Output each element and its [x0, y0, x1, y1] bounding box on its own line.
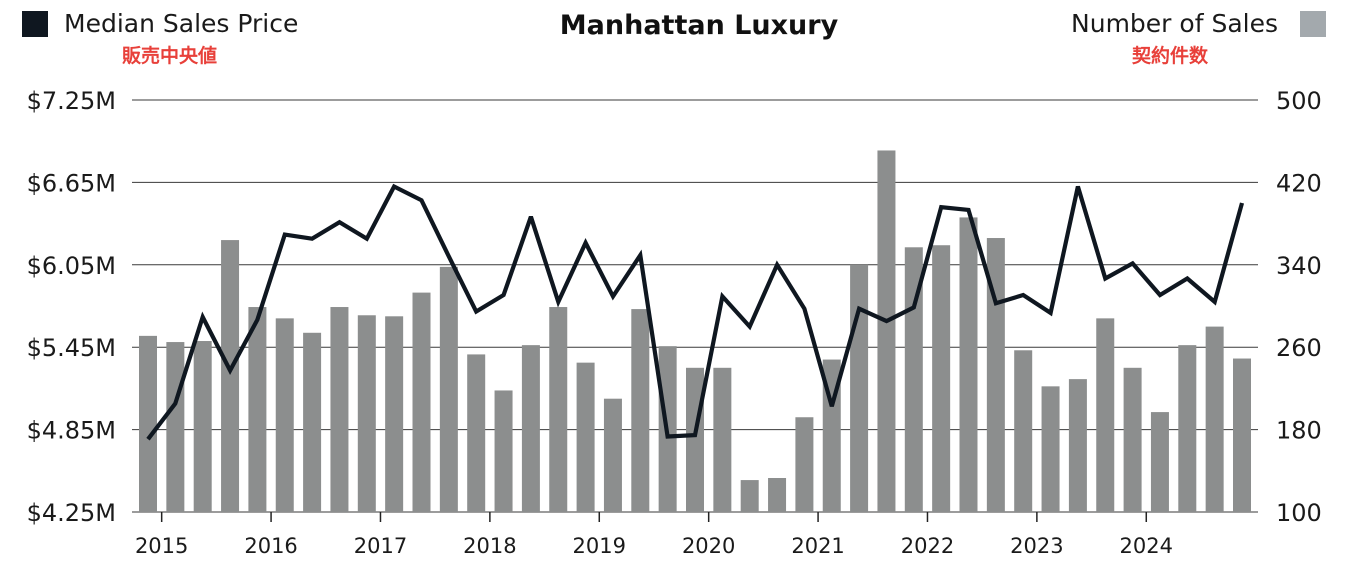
- sales-bar: [1205, 326, 1224, 512]
- left-axis-tick-label: $7.25M: [27, 87, 116, 115]
- sales-bar: [193, 341, 212, 512]
- sales-bar: [330, 307, 349, 512]
- sales-bar: [576, 362, 595, 512]
- x-axis-tick-label: 2022: [901, 534, 954, 558]
- x-axis-tick-label: 2015: [135, 534, 188, 558]
- sales-bar: [986, 238, 1005, 512]
- sales-bar: [959, 217, 978, 513]
- sales-bar: [166, 342, 185, 512]
- sales-bar: [740, 480, 759, 512]
- left-axis-tick-label: $6.05M: [27, 252, 116, 280]
- median-price-series: [146, 183, 1245, 441]
- sales-bar: [439, 266, 458, 512]
- sales-bar: [275, 318, 294, 512]
- sales-bar: [1096, 318, 1115, 512]
- sales-bar: [603, 398, 622, 512]
- x-axis-tick-label: 2020: [682, 534, 735, 558]
- sales-count-legend-label: Number of Sales: [1071, 9, 1278, 38]
- sales-bar: [303, 332, 322, 512]
- sales-bar: [521, 345, 540, 512]
- sales-bar: [467, 354, 486, 512]
- sales-bar: [1123, 367, 1142, 512]
- left-axis-ticks: $7.25M $6.65M $6.05M $5.45M $4.85M $4.25M: [27, 87, 116, 527]
- median-price-legend-swatch: [22, 11, 48, 37]
- median-price-legend-sublabel: 販売中央値: [122, 44, 217, 67]
- sales-bar: [139, 335, 157, 512]
- left-axis-tick-label: $6.65M: [27, 169, 116, 197]
- x-axis-tick-label: 2024: [1120, 534, 1173, 558]
- x-axis-tick-label: 2018: [463, 534, 516, 558]
- left-axis-tick-label: $4.25M: [27, 499, 116, 527]
- sales-bar: [850, 264, 869, 512]
- sales-bar: [768, 478, 787, 512]
- sales-bar: [494, 390, 513, 512]
- sales-bar: [904, 247, 923, 513]
- left-axis-tick-label: $4.85M: [27, 417, 116, 445]
- sales-bar: [1233, 358, 1251, 512]
- x-axis-tick-label: 2016: [244, 534, 297, 558]
- sales-bar: [357, 315, 376, 512]
- right-axis-tick-label: 260: [1276, 334, 1322, 362]
- sales-bar: [385, 316, 404, 512]
- sales-bar: [248, 307, 267, 512]
- sales-bar: [221, 240, 240, 512]
- right-axis-ticks: 500 420 340 260 180 100: [1276, 87, 1322, 527]
- x-axis-ticks: 2015 2016 2017 2018 2019 2020 2021 2022 2023 2024: [135, 512, 1173, 558]
- sales-bar: [412, 292, 431, 512]
- sales-bar: [631, 309, 650, 512]
- median-price-legend-label: Median Sales Price: [64, 9, 298, 38]
- right-axis-tick-label: 100: [1276, 499, 1322, 527]
- sales-count-legend-sublabel: 契約件数: [1131, 44, 1209, 67]
- sales-bar: [1014, 350, 1033, 512]
- right-axis-tick-label: 500: [1276, 87, 1322, 115]
- left-axis-tick-label: $5.45M: [27, 334, 116, 362]
- sales-count-legend-swatch: [1300, 11, 1326, 37]
- sales-bar: [713, 367, 732, 512]
- sales-bar: [1041, 386, 1060, 512]
- x-axis-tick-label: 2021: [791, 534, 844, 558]
- right-axis-tick-label: 420: [1276, 169, 1322, 197]
- sales-bar: [932, 245, 951, 513]
- sales-bar: [549, 307, 568, 512]
- chart-title: Manhattan Luxury: [560, 10, 839, 41]
- sales-bar: [1150, 412, 1169, 512]
- sales-bar: [1178, 345, 1197, 512]
- x-axis-tick-label: 2023: [1010, 534, 1063, 558]
- sales-bar: [877, 150, 896, 512]
- x-axis-tick-label: 2019: [573, 534, 626, 558]
- sales-bar: [1068, 379, 1087, 512]
- right-axis-tick-label: 180: [1276, 417, 1322, 445]
- right-axis-tick-label: 340: [1276, 252, 1322, 280]
- x-axis-tick-label: 2017: [354, 534, 407, 558]
- sales-bar: [686, 367, 704, 512]
- sales-bar: [795, 417, 814, 512]
